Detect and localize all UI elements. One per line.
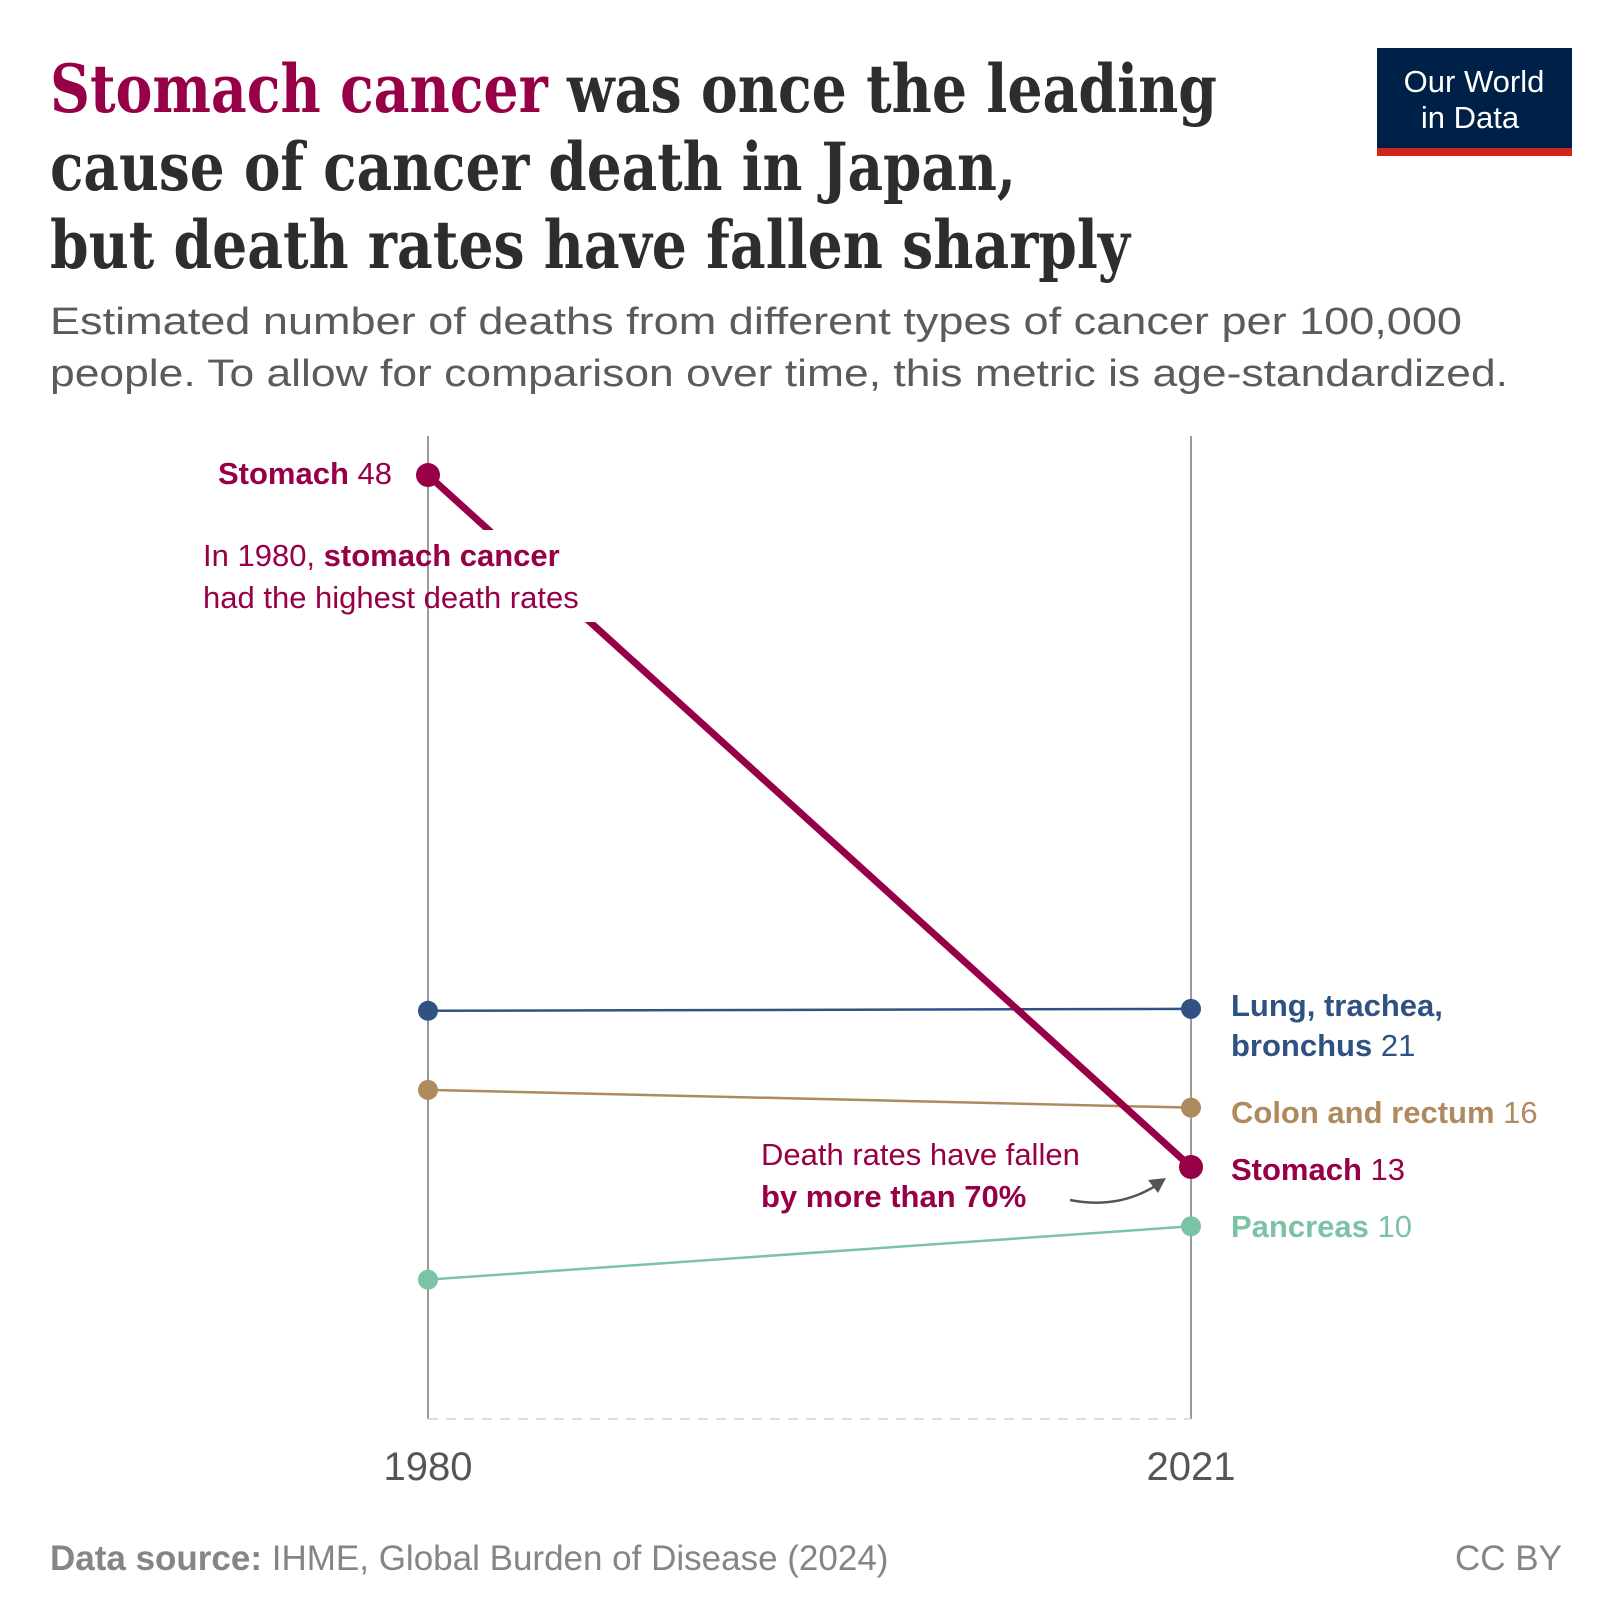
series-line-lung	[427, 1007, 1192, 1013]
annotation-fall-line1: Death rates have fallen	[761, 1137, 1080, 1172]
owid-logo[interactable]: Our World in Data	[1377, 48, 1572, 156]
tick-label-1980: 1980	[384, 1445, 473, 1489]
chart-title-line2: cause of cancer death in Japan,	[50, 128, 1016, 206]
label-lung-line2: bronchus 21	[1231, 1028, 1415, 1063]
label-lung-line1: Lung, trachea,	[1231, 988, 1443, 1023]
point-stomach-1980	[416, 463, 440, 488]
title-rest: was once the leading	[548, 50, 1217, 128]
chart-title-line3: but death rates have fallen sharply	[50, 206, 1131, 284]
point-pancreas-2021	[1181, 1216, 1201, 1237]
subtitle-line2: people. To allow for comparison over tim…	[50, 353, 1508, 395]
point-lung-2021	[1181, 998, 1201, 1019]
label-stomach-1980: Stomach 48	[218, 456, 392, 491]
annotation-background	[470, 530, 640, 622]
point-colon-2021	[1181, 1097, 1201, 1118]
point-colon-1980	[418, 1079, 438, 1100]
label-colon: Colon and rectum 16	[1231, 1095, 1538, 1130]
annotation-fall-line2: by more than 70%	[761, 1179, 1026, 1214]
point-lung-1980	[418, 1000, 438, 1021]
series-line-pancreas	[427, 1225, 1192, 1281]
subtitle-line1: Estimated number of deaths from differen…	[50, 301, 1462, 343]
point-stomach-2021	[1179, 1154, 1203, 1179]
logo-line2: in Data	[1421, 100, 1520, 135]
point-pancreas-1980	[418, 1269, 438, 1290]
arrow-icon	[1069, 1178, 1166, 1204]
annotation-1980-line1: In 1980, stomach cancer	[203, 538, 560, 573]
annotation-1980-line2: had the highest death rates	[203, 580, 579, 615]
series-line-colon	[427, 1088, 1192, 1109]
tick-label-2021: 2021	[1147, 1445, 1236, 1489]
license[interactable]: CC BY	[1455, 1539, 1562, 1578]
label-stomach-2021: Stomach 13	[1231, 1152, 1405, 1187]
chart-title-line1: Stomach cancer was once the leading	[50, 50, 1217, 128]
label-pancreas: Pancreas 10	[1231, 1209, 1412, 1244]
data-source: Data source: IHME, Global Burden of Dise…	[50, 1539, 888, 1578]
logo-line1: Our World	[1404, 64, 1545, 99]
title-highlight: Stomach cancer	[50, 50, 549, 128]
